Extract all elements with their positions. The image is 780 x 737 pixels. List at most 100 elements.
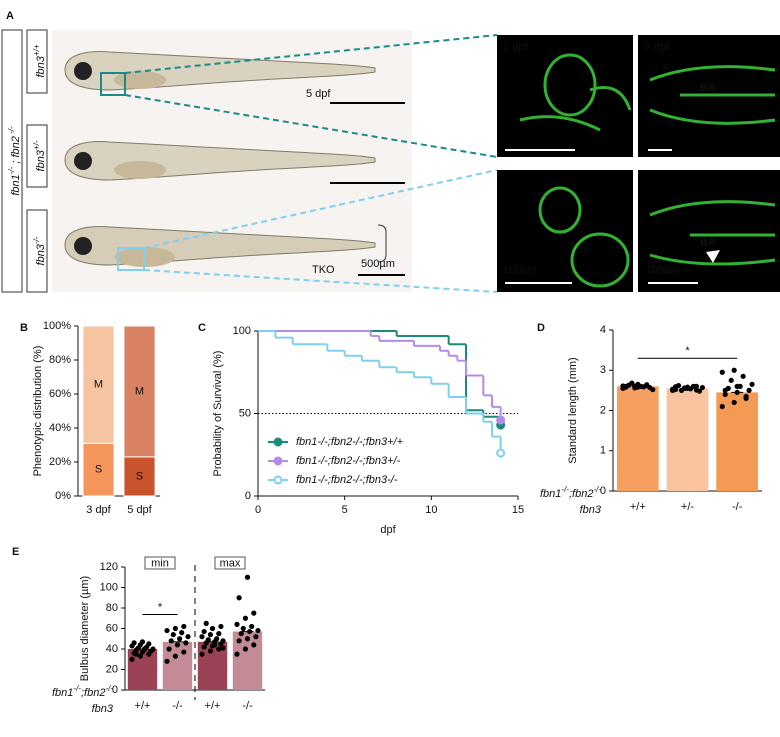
data-point [629,380,635,386]
data-point [244,574,251,580]
data-point [672,384,679,390]
y-axis-label: Bulbus diameter (µm) [79,576,91,681]
y-axis-label: Standard length (mm) [567,357,579,463]
superscript: -/- [561,485,569,494]
superscript: -/- [7,126,16,136]
data-point [255,627,261,634]
legend-label: fbn1-/-;fbn2-/-;fbn3+/- [296,455,401,467]
group-box [144,556,176,570]
segment-label: S [95,464,102,476]
genotype-label: fbn3 [580,504,602,516]
data-point [168,638,174,644]
data-point [731,367,737,373]
data-point [216,631,222,637]
data-point [146,641,152,647]
y-tick-label: 0 [245,490,251,502]
data-point [251,610,257,616]
tko-label: TKO [312,264,335,276]
text-part: fbn3 [35,243,47,265]
data-point [179,630,185,636]
data-point [731,399,737,406]
x-tick-label: -/- [172,700,183,712]
row-label: fbn3+/- [32,140,47,171]
data-point [719,403,725,410]
y-tick-label: 3 [600,364,606,376]
y-tick-label: 40% [49,422,71,434]
data-point [207,632,213,638]
data-point [166,646,172,652]
significance-label: * [685,345,690,357]
x-tick-label: 3 dpf [86,504,111,516]
x-tick-label: +/+ [135,700,151,712]
annotation: BA [700,82,716,94]
annotation: * [570,240,575,252]
bar-segment [82,325,115,444]
superscript: +/+ [32,44,41,56]
legend-label: fbn1-/-;fbn2-/-;fbn3+/+ [296,436,404,448]
bar-segment [123,325,156,458]
data-point [164,658,170,664]
y-tick-label: 2 [600,404,606,416]
data-point [234,651,240,657]
data-point [236,595,242,601]
legend-marker [273,456,283,466]
panel-label: E [12,546,19,558]
data-point [234,621,240,628]
data-point [740,373,746,379]
superscript: -/- [73,684,81,693]
y-tick-label: 80 [106,602,118,614]
data-point [164,627,170,634]
data-point [181,623,187,630]
data-point [201,628,207,635]
segment-label: S [136,470,143,482]
text-part: ;fbn2 [569,488,593,500]
y-tick-label: 100% [43,320,71,332]
segment-label: M [94,379,103,391]
data-point [693,387,700,393]
y-tick-label: 50 [239,407,251,419]
row-box [26,29,48,94]
data-point [728,377,734,383]
text-part: fbn3 [92,703,114,715]
data-point [148,648,154,654]
superscript: -/- [32,236,41,244]
data-point [242,615,248,621]
row-label: fbn3-/- [32,236,47,265]
data-point [635,384,641,390]
data-point [623,383,629,389]
data-point [207,648,213,654]
data-point [170,632,176,638]
text-part: fbn3 [580,504,602,516]
text-part: fbn1 [540,488,561,500]
data-point [240,625,246,632]
y-tick-label: 1 [600,445,606,457]
data-point [253,634,259,640]
row-box [26,124,48,188]
x-tick-label: 15 [512,504,524,516]
data-point [247,628,253,635]
data-point [199,634,205,640]
y-tick-label: 40 [106,643,118,655]
y-tick-label: 20 [106,663,118,675]
panel-label: A [6,10,14,22]
micrographs [497,35,780,292]
segment-label: M [135,385,144,397]
row-label: fbn3+/+ [32,44,47,77]
text-part: fbn3 [35,149,47,171]
data-point [242,646,248,652]
bracket [377,224,387,263]
annotation: BA [700,236,716,248]
x-tick-label: +/+ [205,700,221,712]
legend-marker [273,475,283,485]
x-tick-label: 5 dpf [127,504,152,516]
y-tick-label: 60 [106,622,118,634]
data-point [181,649,187,655]
x-tick-label: 5 [342,504,348,516]
y-tick-label: 120 [100,561,118,573]
x-axis-label: dpf [380,524,396,536]
group-box [214,556,246,570]
scale-bars [330,102,405,276]
panel-label: C [198,322,206,334]
data-point [220,638,226,644]
end-marker [496,415,506,425]
